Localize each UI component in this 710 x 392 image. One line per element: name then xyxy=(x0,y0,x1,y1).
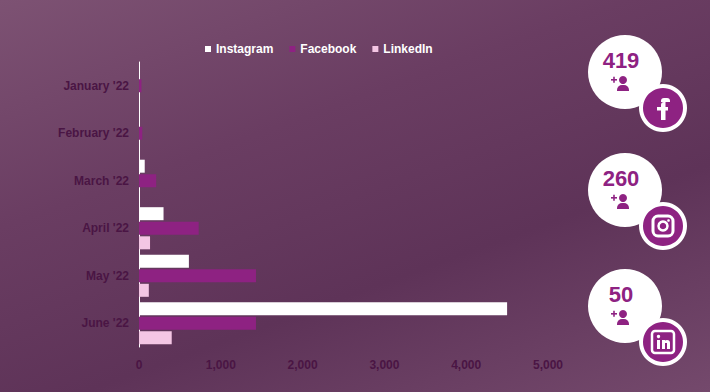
svg-text:2,000: 2,000 xyxy=(288,358,318,372)
svg-text:Instagram: Instagram xyxy=(216,42,273,56)
svg-text:LinkedIn: LinkedIn xyxy=(383,42,432,56)
svg-text:May '22: May '22 xyxy=(86,269,129,283)
svg-text:419: 419 xyxy=(603,48,640,73)
svg-text:February '22: February '22 xyxy=(58,126,129,140)
svg-text:1,000: 1,000 xyxy=(206,358,236,372)
svg-text:Facebook: Facebook xyxy=(300,42,356,56)
svg-text:3,000: 3,000 xyxy=(369,358,399,372)
svg-text:5,000: 5,000 xyxy=(533,358,563,372)
svg-text:June '22: June '22 xyxy=(81,316,129,330)
svg-text:4,000: 4,000 xyxy=(451,358,481,372)
svg-text:March '22: March '22 xyxy=(74,174,129,188)
svg-text:0: 0 xyxy=(136,358,143,372)
svg-text:January '22: January '22 xyxy=(63,79,129,93)
svg-text:50: 50 xyxy=(609,282,633,307)
svg-text:April '22: April '22 xyxy=(82,221,129,235)
svg-text:260: 260 xyxy=(603,166,640,191)
